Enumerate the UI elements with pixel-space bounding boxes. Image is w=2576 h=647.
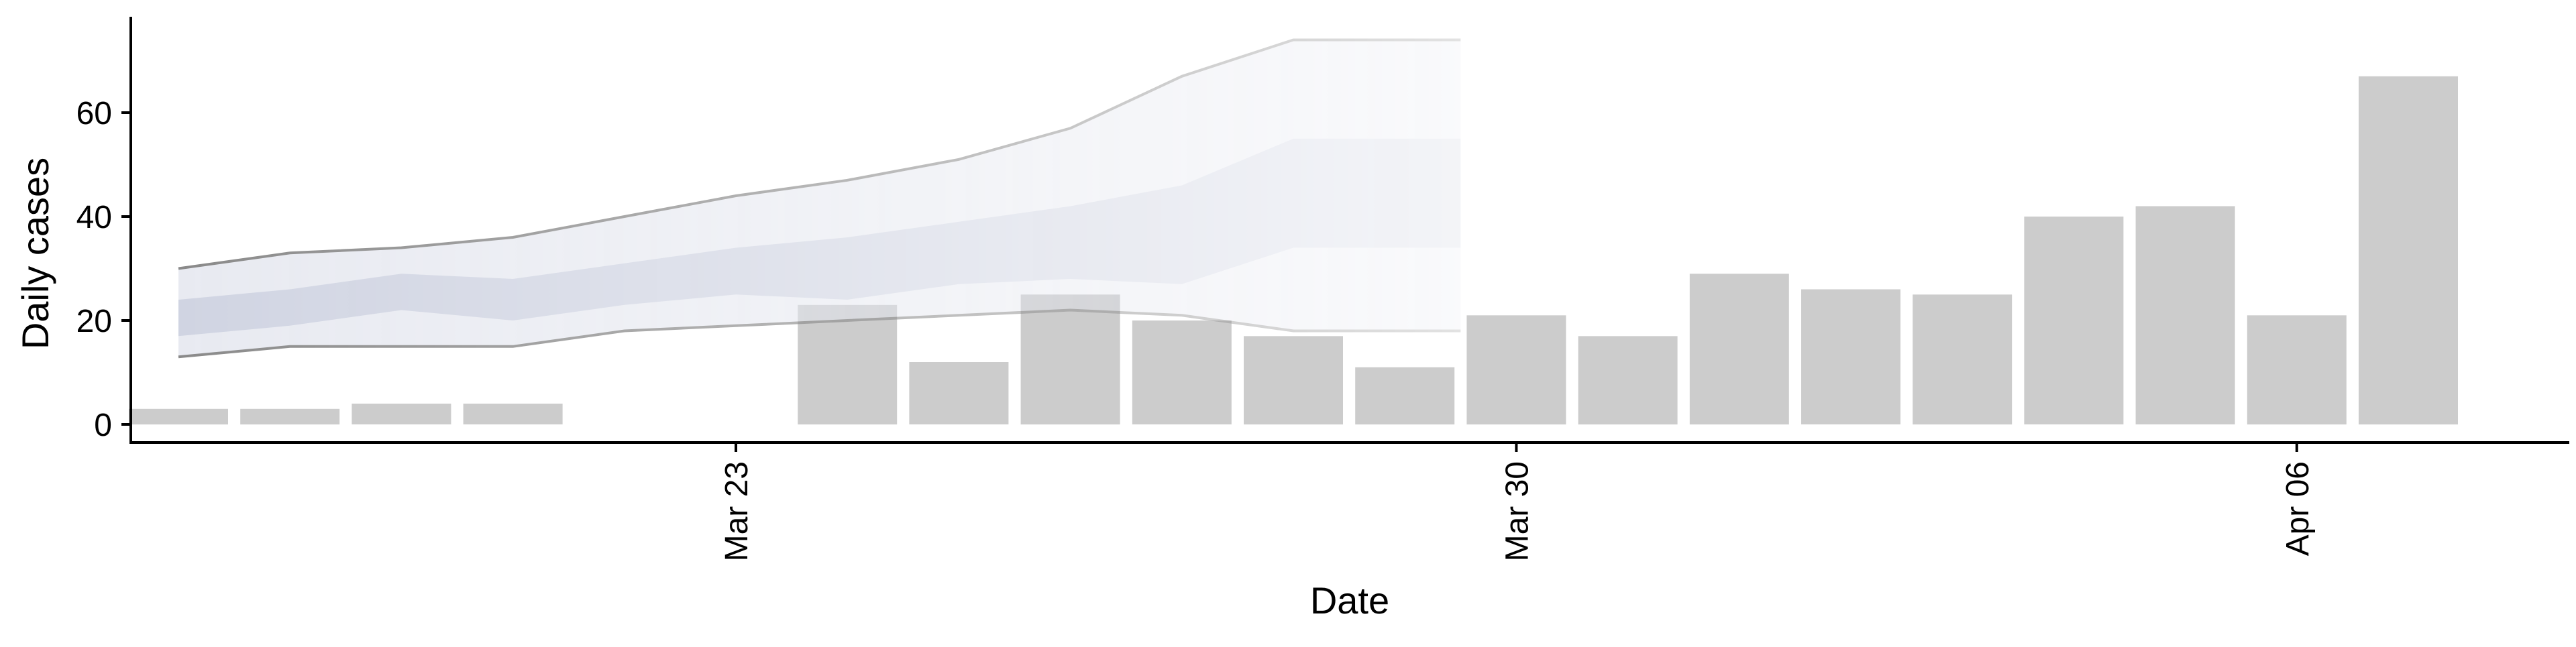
bar bbox=[463, 404, 563, 424]
forecast-upper-line bbox=[178, 38, 1461, 270]
bar bbox=[1020, 294, 1120, 425]
y-axis-title: Daily cases bbox=[14, 158, 56, 349]
bar bbox=[1578, 336, 1678, 425]
bar bbox=[1801, 289, 1900, 424]
bar bbox=[2024, 217, 2124, 424]
bar bbox=[2135, 206, 2235, 424]
y-tick-label: 60 bbox=[76, 96, 112, 131]
bar bbox=[1689, 274, 1789, 425]
forecast-inner-band bbox=[178, 138, 1461, 337]
bar bbox=[1132, 320, 1232, 424]
x-axis-ticks: Mar 23 Mar 30 Apr 06 bbox=[719, 443, 2316, 561]
bar bbox=[1913, 294, 2012, 425]
bar bbox=[1244, 336, 1343, 425]
bar bbox=[352, 404, 451, 424]
axes-layer: 0 20 40 60 Mar 23 Mar 30 Apr 06 Daily cases D… bbox=[14, 17, 2569, 622]
y-tick-label: 0 bbox=[94, 408, 112, 443]
bar bbox=[1355, 367, 1455, 425]
bar bbox=[798, 304, 898, 425]
x-axis-title: Date bbox=[1310, 579, 1389, 622]
y-tick-label: 20 bbox=[76, 304, 112, 339]
x-tick-label: Apr 06 bbox=[2280, 461, 2316, 556]
forecast-ribbon-layer bbox=[178, 38, 1461, 359]
bar bbox=[2247, 315, 2347, 425]
y-tick-label: 40 bbox=[76, 200, 112, 235]
x-tick-label: Mar 30 bbox=[1499, 461, 1535, 561]
bar bbox=[909, 362, 1009, 424]
bar bbox=[1466, 315, 1566, 425]
bar bbox=[240, 408, 340, 425]
y-axis-ticks: 0 20 40 60 bbox=[76, 96, 131, 443]
bars-layer bbox=[129, 76, 2458, 425]
forecast-lower-line bbox=[178, 308, 1461, 359]
bar bbox=[2359, 76, 2458, 425]
x-tick-label: Mar 23 bbox=[719, 461, 755, 561]
bar bbox=[129, 408, 228, 425]
